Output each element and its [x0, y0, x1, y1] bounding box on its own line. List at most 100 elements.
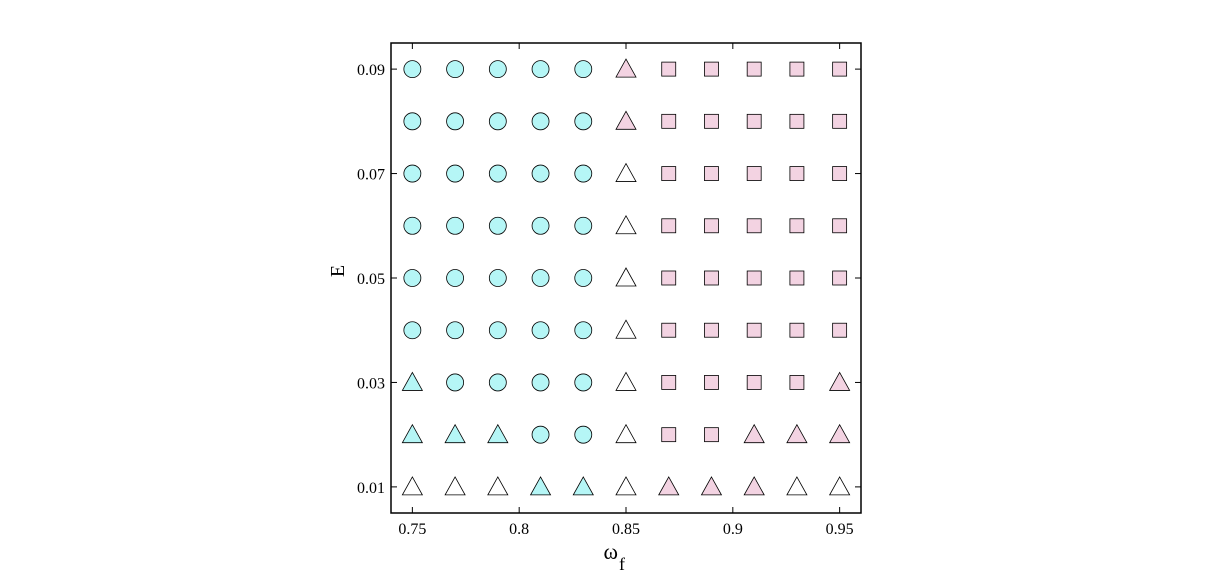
- x-tick-label: 0.9: [723, 521, 743, 538]
- marker-square: [704, 427, 719, 443]
- marker-triangle: [786, 476, 808, 496]
- marker-square: [746, 166, 762, 181]
- marker-circle: [446, 112, 464, 131]
- marker-circle: [446, 269, 464, 287]
- marker-square: [832, 270, 848, 286]
- marker-square: [832, 166, 848, 181]
- marker-circle: [574, 373, 593, 392]
- marker-square: [661, 322, 677, 338]
- x-tick-label: 0.85: [612, 521, 640, 538]
- marker-triangle: [786, 423, 808, 444]
- marker-square: [789, 113, 805, 129]
- marker-circle: [574, 60, 593, 79]
- marker-circle: [446, 321, 464, 340]
- x-tick-label: 0.95: [826, 521, 854, 538]
- marker-triangle: [743, 423, 765, 444]
- marker-square: [704, 113, 719, 129]
- marker-triangle: [615, 110, 637, 130]
- marker-circle: [531, 269, 550, 287]
- marker-square: [661, 375, 677, 390]
- marker-circle: [574, 425, 593, 444]
- marker-square: [789, 322, 805, 338]
- marker-square: [704, 270, 719, 286]
- marker-circle: [531, 112, 550, 131]
- marker-circle: [446, 373, 464, 392]
- y-tick-label: 0.01: [357, 480, 385, 497]
- x-tick-label: 0.75: [398, 521, 426, 538]
- marker-circle: [403, 216, 422, 235]
- marker-square: [746, 322, 762, 338]
- marker-square: [661, 427, 677, 443]
- marker-square: [832, 218, 848, 234]
- marker-square: [832, 322, 848, 338]
- marker-circle: [531, 321, 550, 340]
- marker-square: [832, 61, 848, 77]
- marker-circle: [574, 321, 593, 340]
- marker-triangle: [615, 58, 637, 78]
- marker-square: [789, 61, 805, 77]
- marker-square: [661, 218, 677, 234]
- marker-triangle: [487, 476, 509, 496]
- marker-square: [704, 166, 719, 181]
- marker-circle: [446, 60, 464, 79]
- marker-circle: [403, 60, 422, 79]
- marker-circle: [403, 321, 422, 340]
- marker-triangle: [401, 476, 424, 496]
- marker-circle: [574, 216, 593, 235]
- y-tick-label: 0.07: [357, 167, 385, 184]
- marker-circle: [574, 269, 593, 287]
- marker-triangle: [615, 214, 637, 235]
- marker-triangle: [401, 371, 424, 391]
- marker-square: [746, 113, 762, 129]
- marker-triangle: [615, 371, 637, 391]
- marker-square: [746, 218, 762, 234]
- marker-square: [789, 270, 805, 286]
- marker-square: [704, 322, 719, 338]
- marker-square: [704, 61, 719, 77]
- marker-square: [661, 113, 677, 129]
- marker-triangle: [401, 423, 424, 444]
- marker-triangle: [743, 476, 765, 496]
- y-axis-label: E: [327, 265, 349, 277]
- marker-circle: [488, 112, 507, 131]
- marker-triangle: [615, 476, 637, 496]
- marker-square: [746, 375, 762, 390]
- marker-triangle: [828, 371, 851, 391]
- marker-circle: [531, 425, 550, 444]
- marker-square: [704, 375, 719, 390]
- marker-circle: [488, 164, 507, 183]
- marker-circle: [403, 269, 422, 287]
- marker-circle: [531, 164, 550, 183]
- marker-triangle: [615, 319, 637, 339]
- marker-square: [704, 218, 719, 234]
- marker-square: [789, 375, 805, 390]
- marker-circle: [488, 373, 507, 392]
- marker-triangle: [615, 162, 637, 182]
- marker-triangle: [700, 476, 723, 496]
- marker-circle: [488, 60, 507, 79]
- marker-triangle: [444, 476, 466, 496]
- marker-triangle: [615, 423, 637, 444]
- marker-circle: [403, 112, 422, 131]
- marker-circle: [574, 164, 593, 183]
- marker-circle: [531, 60, 550, 79]
- marker-triangle: [615, 267, 637, 287]
- marker-square: [661, 61, 677, 77]
- marker-circle: [488, 216, 507, 235]
- marker-triangle: [828, 423, 851, 444]
- marker-square: [789, 166, 805, 181]
- marker-triangle: [572, 476, 594, 496]
- marker-square: [661, 166, 677, 181]
- marker-triangle: [487, 423, 509, 444]
- marker-square: [832, 113, 848, 129]
- marker-square: [746, 270, 762, 286]
- marker-circle: [488, 321, 507, 340]
- marker-triangle: [444, 423, 466, 444]
- marker-triangle: [529, 476, 552, 496]
- marker-square: [789, 218, 805, 234]
- marker-triangle: [828, 476, 851, 496]
- marker-circle: [446, 216, 464, 235]
- marker-circle: [574, 112, 593, 131]
- marker-circle: [531, 373, 550, 392]
